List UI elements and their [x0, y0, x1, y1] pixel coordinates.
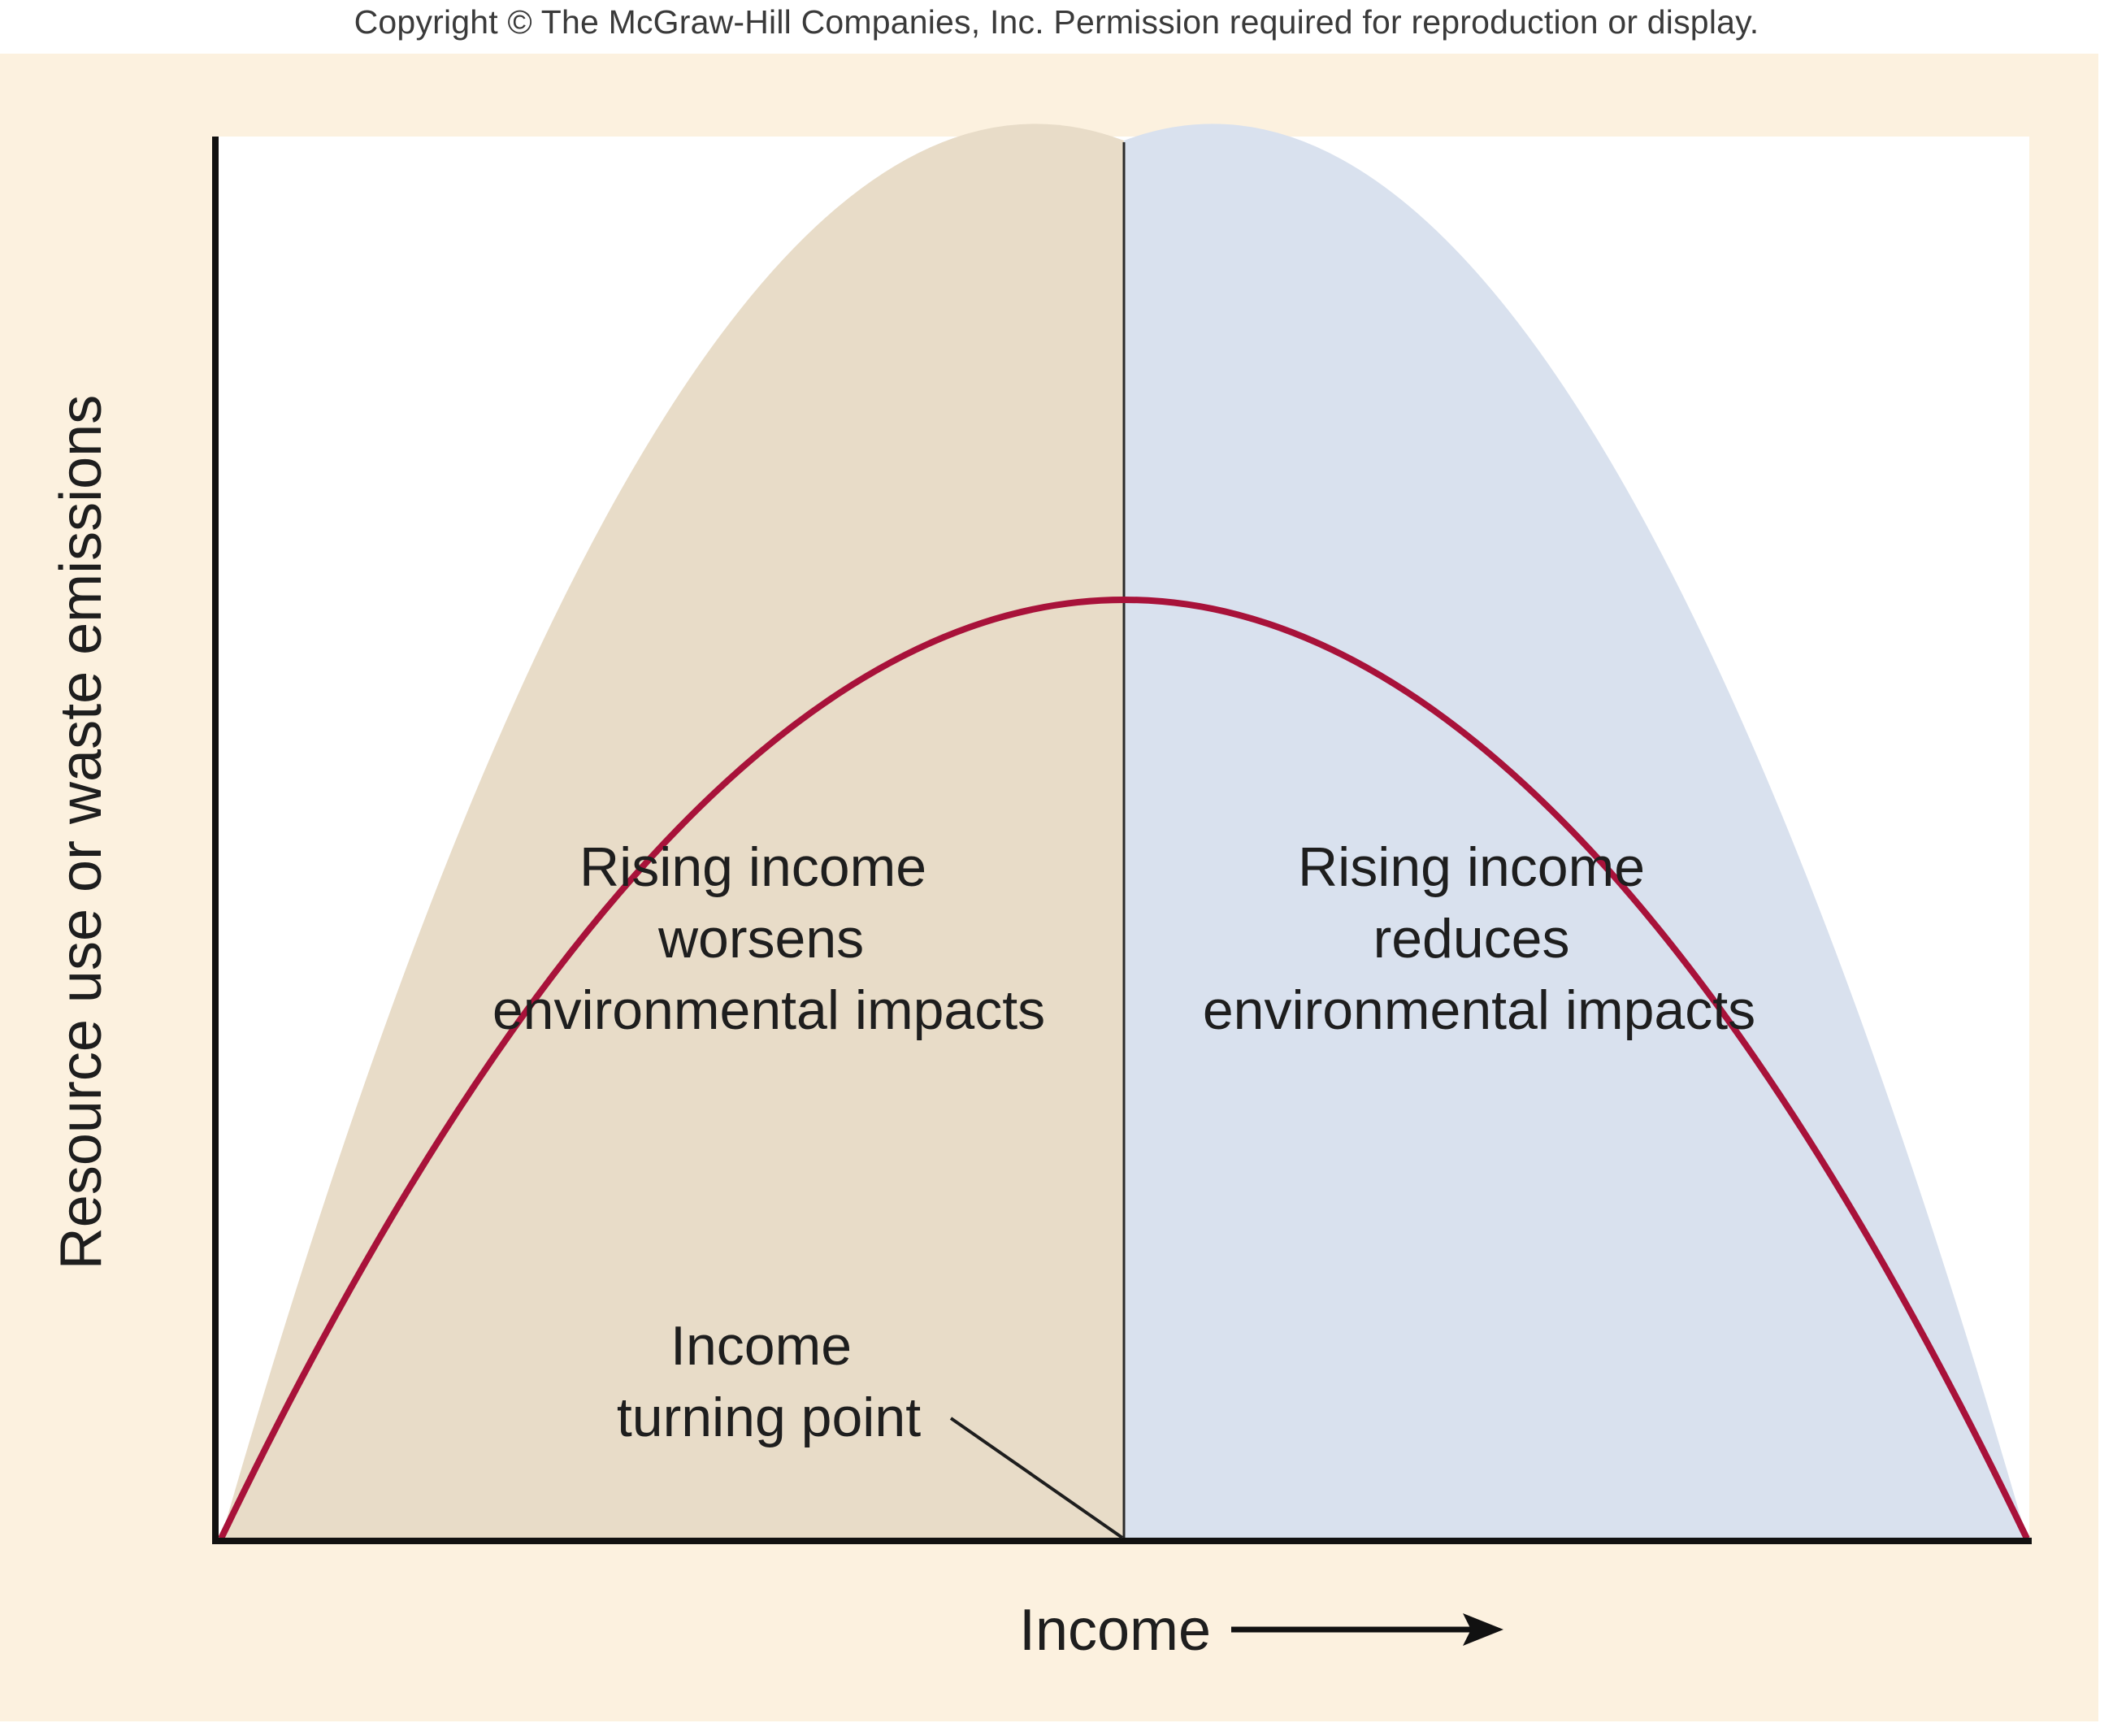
region-reduces-line-2: reduces: [1373, 908, 1570, 970]
y-axis-label: Resource use or waste emissions: [49, 395, 114, 1269]
copyright-notice: Copyright © The McGraw-Hill Companies, I…: [354, 3, 1759, 41]
region-reduces-line-1: Rising income: [1298, 836, 1645, 898]
turning-point-line-2: turning point: [617, 1387, 921, 1448]
turning-point-line-1: Income: [670, 1315, 852, 1377]
region-worsens-line-2: worsens: [657, 908, 864, 970]
x-axis-label: Income: [1019, 1598, 1211, 1663]
region-worsens-line-1: Rising income: [579, 836, 926, 898]
region-worsens-label: Rising income worsens environmental impa…: [492, 836, 1045, 1041]
turning-point-leader-line: [949, 1417, 1124, 1539]
kuznets-curve-diagram: Resource use or waste emissions Income R…: [0, 54, 2098, 1721]
region-reduces-line-3: environmental impacts: [1203, 979, 1755, 1041]
turning-point-label: Income turning point: [617, 1315, 921, 1448]
arrow-right-icon: [1463, 1613, 1503, 1646]
region-reduces-label: Rising income reduces environmental impa…: [1203, 836, 1755, 1041]
region-worsens-line-3: environmental impacts: [492, 979, 1045, 1041]
environmental-kuznets-curve: [218, 597, 2030, 1540]
